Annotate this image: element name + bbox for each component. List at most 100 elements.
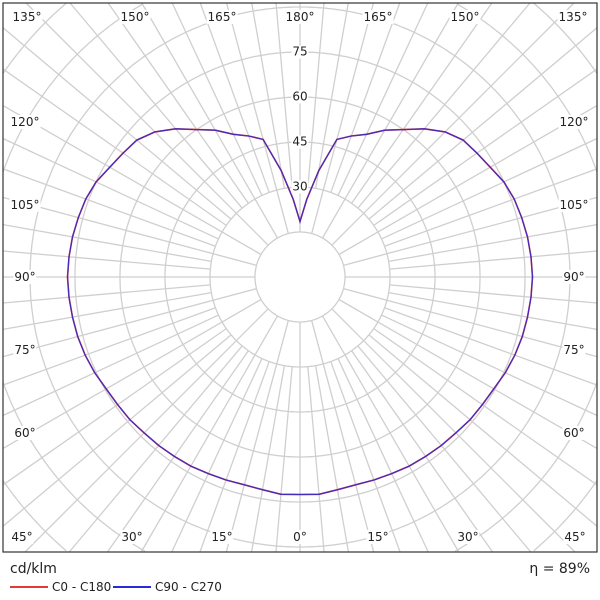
grid-spoke [250, 365, 286, 553]
grid-spoke [321, 315, 460, 553]
grid-spoke [384, 168, 598, 247]
grid-spoke [384, 307, 598, 386]
grid-spoke [357, 345, 532, 553]
angle-label: 75° [13, 343, 37, 357]
angle-label: 75° [562, 343, 586, 357]
grid-spoke [337, 358, 429, 553]
angle-label: 120° [558, 115, 590, 129]
grid-spoke [2, 328, 227, 486]
grid-spoke [389, 284, 598, 304]
angle-label: 30° [456, 530, 480, 544]
radial-tick-label: 45 [291, 134, 309, 149]
grid-spoke [330, 361, 401, 553]
grid-spoke [307, 2, 325, 188]
plot-frame [2, 2, 598, 553]
angle-label: 105° [558, 198, 590, 212]
series-curve-c90-c270 [66, 128, 534, 496]
grid-spoke [388, 223, 598, 263]
grid-spoke [338, 298, 598, 450]
grid-spoke [106, 350, 249, 553]
grid-spoke [331, 2, 575, 246]
grid-spoke [199, 361, 270, 553]
angle-label: 135° [11, 10, 43, 24]
grid-spoke [2, 168, 216, 247]
grid-spoke [381, 314, 598, 417]
radial-tick-label: 60 [291, 89, 309, 104]
grid-ring [254, 231, 346, 323]
grid-spoke [68, 345, 243, 553]
grid-spoke [343, 196, 598, 266]
grid-spoke [2, 250, 211, 270]
grid-spoke [388, 291, 598, 331]
legend-item-c90: C90 - C270 [113, 580, 222, 594]
grid-spoke [373, 68, 598, 226]
grid-spoke [314, 2, 349, 189]
radial-tick-label: 30 [291, 179, 309, 194]
grid-spoke [2, 196, 257, 266]
grid-spoke [381, 137, 598, 240]
grid-spoke [337, 2, 429, 196]
angle-label: 45° [563, 530, 587, 544]
legend-label: C90 - C270 [155, 580, 222, 594]
grid-spoke [307, 366, 325, 553]
angle-label: 60° [13, 426, 37, 440]
grid-spoke [2, 314, 219, 417]
grid-spoke [2, 291, 212, 331]
angle-label: 0° [292, 530, 308, 544]
angle-label: 105° [9, 198, 41, 212]
angle-label: 60° [562, 426, 586, 440]
grid-spoke [2, 27, 232, 220]
angle-label: 165° [362, 10, 394, 24]
grid-spoke [331, 308, 576, 553]
grid-spoke [351, 2, 493, 204]
curves [66, 127, 534, 496]
angle-label: 45° [10, 530, 34, 544]
grid-spoke [311, 320, 375, 553]
grid-spoke [2, 288, 257, 358]
polar-grid [2, 2, 598, 553]
grid-spoke [275, 366, 293, 553]
grid-spoke [69, 2, 243, 209]
angle-label: 150° [449, 10, 481, 24]
angle-label: 120° [9, 115, 41, 129]
grid-spoke [368, 27, 598, 220]
angle-label: 150° [119, 10, 151, 24]
grid-spoke [225, 320, 289, 553]
grid-spoke [24, 308, 269, 553]
grid-spoke [368, 334, 598, 527]
grid-spoke [2, 223, 212, 263]
grid-spoke [311, 2, 375, 234]
angle-label: 90° [13, 270, 37, 284]
grid-spoke [171, 358, 263, 553]
grid-spoke [2, 68, 227, 226]
grid-spoke [171, 2, 263, 196]
angle-label: 30° [120, 530, 144, 544]
grid-spoke [275, 2, 293, 188]
grid-spoke [373, 328, 598, 486]
grid-spoke [2, 298, 262, 450]
grid-spoke [314, 365, 350, 553]
grid-spoke [2, 307, 216, 386]
angle-label: 135° [557, 10, 589, 24]
grid-spoke [2, 137, 219, 240]
angle-label: 15° [210, 530, 234, 544]
grid-spoke [2, 284, 211, 304]
grid-spoke [338, 104, 598, 256]
grid-spoke [140, 315, 279, 553]
grid-spoke [225, 2, 289, 234]
legend-label: C0 - C180 [52, 580, 112, 594]
legend-swatch-red [10, 586, 48, 588]
unit-label: cd/klm [10, 561, 57, 577]
angle-label: 180° [284, 10, 316, 24]
radial-tick-label: 75 [291, 44, 309, 59]
grid-spoke [251, 2, 286, 189]
grid-spoke [343, 288, 598, 358]
grid-spoke [25, 2, 269, 246]
grid-spoke [107, 2, 249, 204]
grid-spoke [389, 250, 598, 270]
legend-item-c0: C0 - C180 [10, 580, 111, 594]
angle-label: 90° [562, 270, 586, 284]
grid-spoke [357, 2, 531, 209]
grid-spoke [2, 334, 232, 527]
grid-spoke [199, 2, 270, 193]
